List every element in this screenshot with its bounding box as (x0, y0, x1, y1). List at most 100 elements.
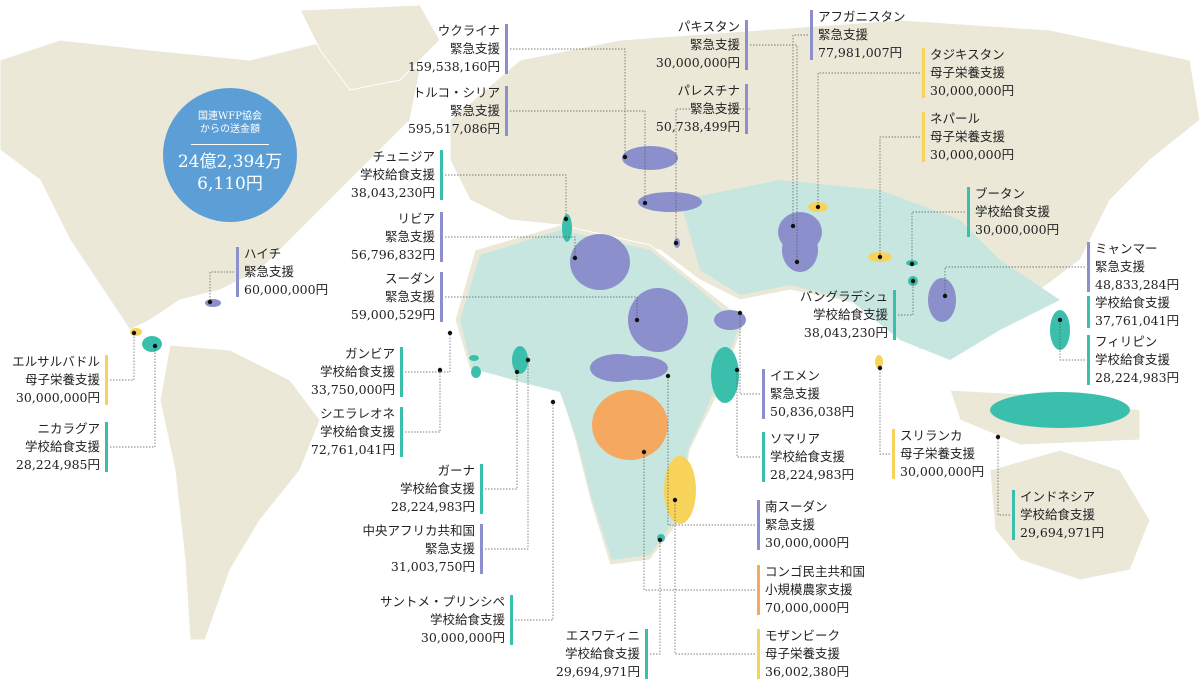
amount: 30,000,000円 (930, 83, 1015, 98)
location-dot (942, 293, 948, 299)
amount: 28,224,985円 (15, 457, 100, 472)
program-bar (645, 629, 648, 679)
country-name: スリランカ (900, 428, 963, 443)
location-dot (665, 373, 671, 379)
program-name: 緊急支援 (384, 289, 435, 304)
location-dot (563, 216, 569, 222)
badge-total: 6,110円 (197, 174, 263, 194)
callout: ソマリア 学校給食支援 28,224,983円 (770, 430, 854, 484)
amount: 60,000,000円 (244, 282, 329, 297)
program-bar (922, 48, 925, 98)
callout: リビア 緊急支援 56,796,832円 (351, 210, 435, 264)
badge-label: 国連WFP協会 (198, 111, 262, 122)
amount: 30,000,000円 (975, 222, 1060, 237)
program-bar (893, 290, 896, 340)
country-name: タジキスタン (930, 47, 1005, 62)
country-shape (622, 146, 678, 170)
country-name: 中央アフリカ共和国 (362, 523, 475, 538)
callout: アフガニスタン 緊急支援 77,981,007円 (818, 8, 906, 62)
leader-line (1059, 320, 1085, 361)
leader-line (485, 360, 529, 550)
amount: 70,000,000円 (765, 600, 850, 615)
program-bar (236, 247, 239, 297)
program-name: 学校給食支援 (1020, 507, 1096, 522)
greenland (299, 4, 441, 91)
country-shape (471, 366, 481, 378)
program-name: 学校給食支援 (429, 612, 505, 627)
amount: 33,750,000円 (310, 382, 395, 397)
country-name: ミャンマー (1095, 241, 1158, 256)
country-shape (875, 355, 883, 369)
location-dot (207, 299, 213, 305)
callout: サントメ・プリンシペ 学校給食支援 30,000,000円 (380, 593, 505, 647)
amount: 72,761,041円 (310, 442, 395, 457)
amount: 28,224,983円 (390, 499, 475, 514)
amount: 37,761,041円 (1095, 313, 1180, 328)
program-bar (505, 24, 508, 74)
program-name: 緊急支援 (244, 264, 295, 279)
leader-line (445, 296, 638, 320)
program-name: 緊急支援 (689, 101, 740, 116)
callout: パレスチナ 緊急支援 50,738,499円 (656, 82, 740, 136)
callout: ウクライナ 緊急支援 159,538,160円 (408, 22, 500, 76)
country-name: イエメン (770, 368, 820, 383)
program-bar (1087, 335, 1090, 385)
badge-total: 24億2,394万 (177, 152, 283, 172)
total-badge: 国連WFP協会 からの送金額 24億2,394万 6,110円 (163, 88, 297, 222)
leader-line (667, 376, 755, 526)
location-dot (737, 310, 743, 316)
leader-line (739, 313, 760, 395)
leader-line (110, 346, 156, 448)
amount: 30,000,000円 (930, 147, 1015, 162)
location-dot (995, 434, 1001, 440)
country-name: シエラレオネ (319, 406, 395, 421)
callout: ネパール 母子栄養支援 30,000,000円 (930, 110, 1014, 164)
callout: エスワティニ 学校給食支援 29,694,971円 (556, 627, 640, 681)
leader-line (792, 34, 808, 226)
program-bar (967, 187, 970, 237)
location-dot (641, 449, 647, 455)
location-dot (910, 278, 916, 284)
callout: バングラデシュ 学校給食支援 38,043,230円 (800, 288, 888, 342)
program-bar (922, 112, 925, 162)
location-dot (642, 200, 648, 206)
program-bar (757, 629, 760, 679)
amount: 30,000,000円 (655, 55, 740, 70)
amount: 50,836,038円 (770, 404, 855, 419)
program-name: 学校給食支援 (1095, 352, 1171, 367)
country-shape (638, 192, 702, 212)
program-name: 緊急支援 (384, 229, 435, 244)
amount: 38,043,230円 (803, 325, 888, 340)
badge-label: からの送金額 (200, 124, 260, 135)
amount: 36,002,380円 (765, 664, 850, 679)
country-name: サントメ・プリンシペ (379, 594, 505, 609)
program-bar (1087, 242, 1090, 292)
program-bar (762, 432, 765, 482)
program-name: 学校給食支援 (812, 307, 888, 322)
country-name: ネパール (930, 111, 981, 126)
program-bar (757, 565, 760, 615)
program-name: 小規模農家支援 (765, 582, 853, 597)
location-dot (877, 365, 883, 371)
country-name: インドネシア (1020, 489, 1096, 504)
location-dot (634, 317, 640, 323)
leader-line (643, 452, 755, 591)
country-name: ニカラグア (37, 421, 100, 436)
country-shape (990, 392, 1130, 428)
callout: 中央アフリカ共和国 緊急支援 31,003,750円 (362, 522, 475, 576)
country-shape (664, 456, 696, 524)
program-name: 学校給食支援 (359, 167, 435, 182)
country-shape (570, 234, 630, 290)
program-bar (105, 422, 108, 472)
country-shape (142, 336, 162, 352)
country-name: アフガニスタン (818, 9, 906, 24)
program-name: 緊急支援 (765, 517, 816, 532)
program-name: 学校給食支援 (564, 646, 640, 661)
leader-line (750, 44, 798, 262)
program-bar (745, 20, 748, 70)
australia (989, 449, 1151, 581)
program-name: 学校給食支援 (319, 364, 395, 379)
country-name: ソマリア (770, 431, 821, 446)
program-name: 学校給食支援 (975, 204, 1051, 219)
